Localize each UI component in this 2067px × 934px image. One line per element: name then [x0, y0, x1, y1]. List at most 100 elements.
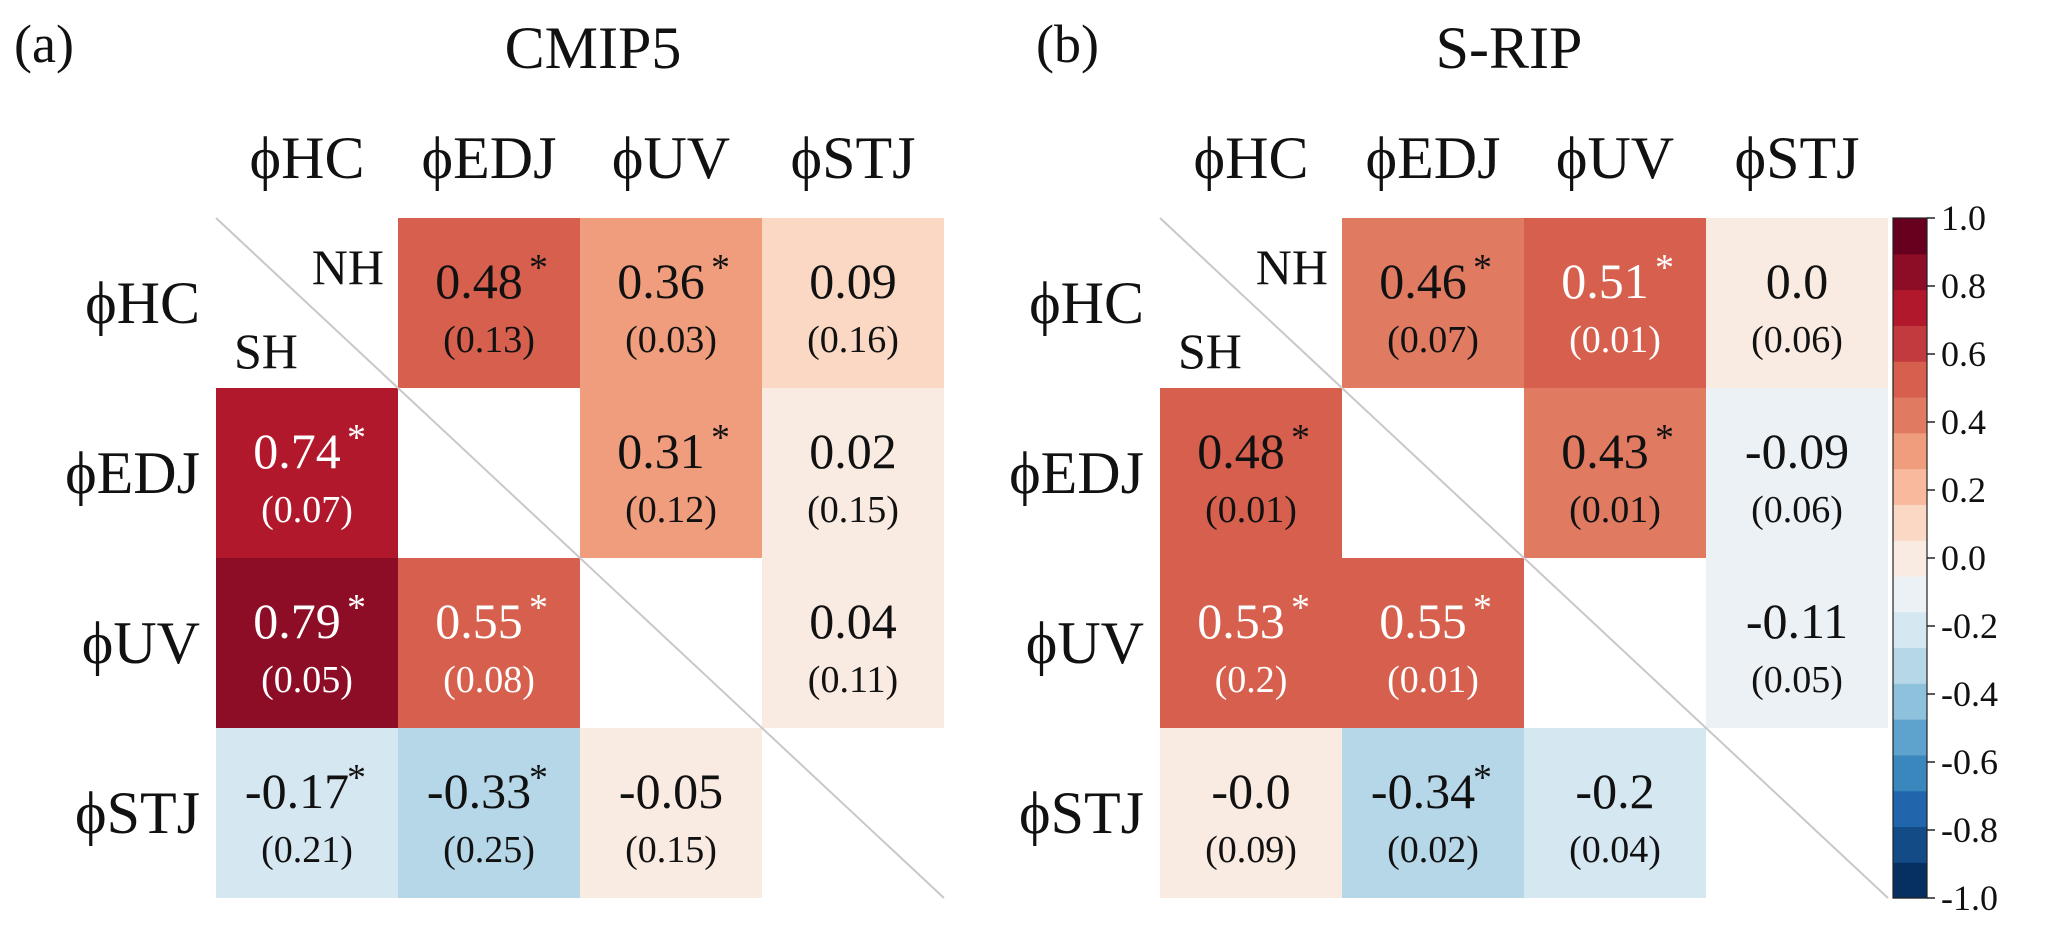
significance-star: *: [1291, 587, 1310, 629]
colorbar-segment: [1893, 790, 1927, 828]
significance-star: *: [347, 757, 366, 799]
cell-value: 0.31: [617, 423, 705, 479]
cell-spread: (0.16): [807, 319, 899, 361]
heatmap-cell: [762, 558, 944, 728]
cell-value: -0.09: [1745, 423, 1849, 479]
significance-star: *: [529, 587, 548, 629]
column-label: ϕEDJ: [1366, 125, 1501, 191]
cell-value: 0.36: [617, 253, 705, 309]
cell-spread: (0.12): [625, 489, 717, 531]
column-label: ϕUV: [612, 125, 730, 191]
sh-label: SH: [234, 323, 298, 379]
panel-title: S-RIP: [1436, 15, 1583, 81]
colorbar-tick-label: 0.8: [1941, 266, 1986, 306]
cell-value: -0.2: [1575, 763, 1654, 819]
heatmap-cell: [1524, 728, 1706, 898]
colorbar-tick-label: 1.0: [1941, 198, 1986, 238]
significance-star: *: [1655, 247, 1674, 289]
cell-value: 0.09: [809, 253, 897, 309]
cell-value: 0.46: [1379, 253, 1467, 309]
colorbar-segment: [1893, 754, 1927, 792]
panel-title: CMIP5: [505, 15, 682, 81]
cell-value: -0.17: [245, 763, 349, 819]
significance-star: *: [529, 247, 548, 289]
colorbar-tick-label: 0.2: [1941, 470, 1986, 510]
heatmap-cell: [762, 388, 944, 558]
heatmap-cell: [1524, 218, 1706, 388]
cell-spread: (0.06): [1751, 319, 1843, 361]
colorbar-tick-label: -0.4: [1941, 674, 1998, 714]
cell-spread: (0.09): [1205, 829, 1297, 871]
heatmap-cell: [1706, 388, 1888, 558]
cell-spread: (0.01): [1569, 319, 1661, 361]
cell-value: 0.0: [1766, 253, 1829, 309]
colorbar-segment: [1893, 289, 1927, 326]
column-label: ϕSTJ: [1735, 125, 1860, 191]
row-label: ϕSTJ: [1019, 780, 1144, 846]
cell-value: -0.34: [1371, 763, 1475, 819]
cell-spread: (0.08): [443, 659, 535, 701]
heatmap-cell: [398, 558, 580, 728]
cell-spread: (0.13): [443, 319, 535, 361]
colorbar-segment: [1893, 504, 1927, 541]
cell-value: 0.53: [1197, 593, 1285, 649]
cell-spread: (0.01): [1205, 489, 1297, 531]
column-label: ϕSTJ: [791, 125, 916, 191]
significance-star: *: [711, 247, 730, 289]
colorbar-segment: [1893, 325, 1927, 362]
cell-spread: (0.05): [261, 659, 353, 701]
panel-b: (b) S-RIP ϕHC ϕEDJ ϕUV ϕSTJ ϕHC ϕEDJ ϕUV ϕSTJ 0.46…: [1009, 14, 1889, 899]
row-label: ϕHC: [1029, 270, 1144, 336]
column-label: ϕUV: [1556, 125, 1674, 191]
cell-spread: (0.01): [1569, 489, 1661, 531]
panel-a: (a) CMIP5 ϕHC ϕEDJ ϕUV ϕSTJ ϕHC ϕEDJ ϕUV ϕSTJ 0.48…: [14, 14, 945, 899]
colorbar-segment: [1893, 611, 1927, 649]
cell-spread: (0.02): [1387, 829, 1479, 871]
colorbar-tick-label: 0.0: [1941, 538, 1986, 578]
significance-star: *: [1655, 417, 1674, 459]
colorbar-segment: [1893, 575, 1927, 613]
significance-star: *: [529, 757, 548, 799]
heatmap-cell: [1342, 218, 1524, 388]
cell-spread: (0.11): [808, 659, 898, 701]
cell-value: 0.48: [435, 253, 523, 309]
heatmap-cell: [580, 218, 762, 388]
cell-value: 0.79: [253, 593, 341, 649]
colorbar-tick-label: -0.2: [1941, 606, 1998, 646]
heatmap-cell: [762, 218, 944, 388]
cell-spread: (0.01): [1387, 659, 1479, 701]
colorbar-tick-label: -1.0: [1941, 878, 1998, 918]
heatmap-cell: [1706, 558, 1888, 728]
row-label: ϕSTJ: [75, 780, 200, 846]
cell-value: 0.02: [809, 423, 897, 479]
heatmap-cell: [398, 728, 580, 898]
cell-spread: (0.15): [625, 829, 717, 871]
significance-star: *: [1473, 247, 1492, 289]
significance-star: *: [1473, 587, 1492, 629]
nh-label: NH: [312, 239, 384, 295]
cell-value: -0.11: [1746, 593, 1848, 649]
colorbar-segment: [1893, 683, 1927, 720]
cell-spread: (0.07): [261, 489, 353, 531]
row-label: ϕUV: [1026, 610, 1144, 676]
diagonal-line: [215, 217, 945, 899]
heatmap-cell: [580, 728, 762, 898]
column-label: ϕHC: [1194, 125, 1309, 191]
heatmap-cell: [1160, 558, 1342, 728]
significance-star: *: [1291, 417, 1310, 459]
cell-spread: (0.04): [1569, 829, 1661, 871]
cell-value: -0.0: [1211, 763, 1290, 819]
colorbar-segment: [1893, 826, 1927, 863]
colorbar-tick-label: -0.8: [1941, 810, 1998, 850]
cell-value: 0.43: [1561, 423, 1649, 479]
colorbar-segment: [1893, 432, 1927, 470]
panel-label: (a): [14, 14, 74, 74]
heatmap-cell: [216, 558, 398, 728]
colorbar: 1.0 0.8 0.6 0.4 0.2 0.0 -0.2 -0.4 -0.6 -0.8 -1.0: [1892, 198, 1998, 918]
row-label: ϕEDJ: [65, 440, 200, 506]
significance-star: *: [1473, 757, 1492, 799]
cell-value: 0.55: [435, 593, 523, 649]
significance-star: *: [711, 417, 730, 459]
heatmap-cell: [1524, 388, 1706, 558]
